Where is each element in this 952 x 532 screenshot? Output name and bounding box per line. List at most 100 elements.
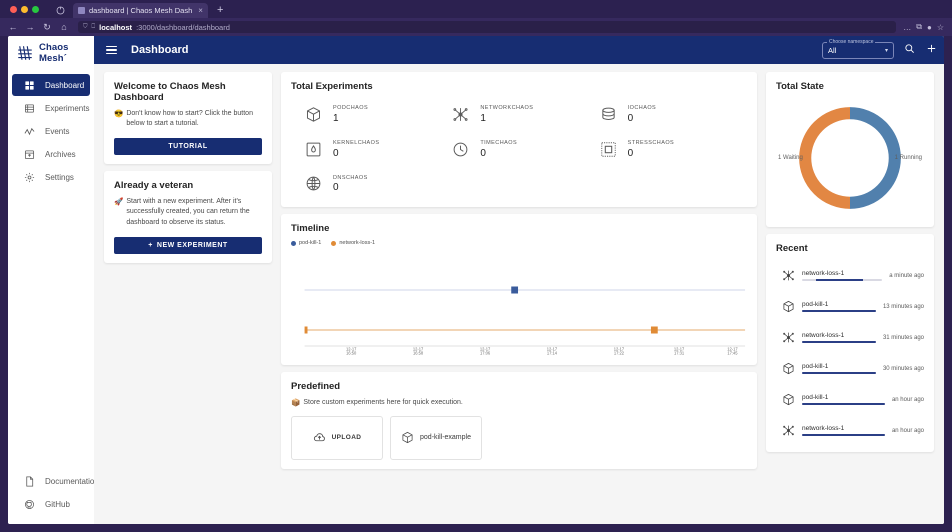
experiment-type-item[interactable]: NETWORKCHAOS 1 — [452, 104, 599, 125]
welcome-title: Welcome to Chaos Mesh Dashboard — [114, 81, 226, 103]
new-tab-button[interactable]: + — [216, 4, 224, 16]
tutorial-button[interactable]: TUTORIAL — [114, 138, 262, 156]
plus-icon: + — [148, 241, 153, 249]
sidebar-item-archives[interactable]: Archives — [12, 143, 90, 165]
sidebar-item-github[interactable]: GitHub — [12, 493, 90, 515]
chevron-down-icon[interactable]: ▾ — [884, 47, 888, 54]
welcome-description: 😎 Don't know how to start? Click the but… — [114, 109, 262, 129]
recent-item-time: 13 minutes ago — [882, 303, 924, 310]
bookmark-icon[interactable]: ☆ — [936, 22, 944, 32]
sunglasses-emoji-icon: 😎 — [114, 109, 124, 118]
cube-icon — [782, 300, 795, 313]
experiment-type-item[interactable]: DNSCHAOS 0 — [305, 174, 452, 195]
veteran-text: Start with a new experiment. After it's … — [126, 198, 250, 226]
namespace-legend: Choose namespace — [827, 38, 876, 45]
experiment-type-item[interactable]: KERNELCHAOS 0 — [305, 139, 452, 160]
recent-item-time: 30 minutes ago — [882, 365, 924, 372]
add-button[interactable] — [924, 43, 938, 57]
browser-tabstrip: dashboard | Chaos Mesh Dash × + — [0, 0, 952, 18]
account-icon[interactable]: ● — [926, 22, 932, 32]
network-icon — [782, 424, 795, 437]
list-item[interactable]: network-loss-1 a minute ago — [776, 260, 924, 291]
recent-list: network-loss-1 a minute ago p — [776, 260, 924, 446]
total-experiments-card: Total Experiments PODCHAOS 1 — [281, 72, 757, 208]
total-experiments-grid: PODCHAOS 1 NETWORKCHAOS 1 — [291, 98, 747, 198]
close-window-button[interactable] — [10, 5, 17, 13]
sidebar-item-dashboard[interactable]: Dashboard — [12, 74, 90, 96]
svg-text:16:50: 16:50 — [346, 351, 357, 356]
sidebar-item-label: Archives — [45, 149, 76, 159]
network-icon — [782, 269, 795, 282]
firefox-view-icon[interactable] — [51, 3, 69, 18]
menu-toggle-icon[interactable] — [106, 45, 117, 55]
document-icon — [24, 476, 35, 487]
sidebar-item-settings[interactable]: Settings — [12, 166, 90, 188]
browser-menu-icon[interactable]: … — [903, 22, 912, 32]
tab-title: dashboard | Chaos Mesh Dash — [89, 6, 193, 15]
minimize-window-button[interactable] — [21, 5, 28, 13]
experiment-type-label: PODCHAOS — [333, 105, 369, 111]
svg-text:17:06: 17:06 — [480, 351, 491, 356]
predefined-experiment-card[interactable]: pod-kill-example — [390, 415, 482, 460]
experiment-type-item[interactable]: STRESSCHAOS 0 — [600, 139, 747, 160]
list-item[interactable]: pod-kill-1 13 minutes ago — [776, 291, 924, 322]
total-state-donut-chart[interactable]: 1 Waiting 1 Running — [776, 98, 924, 218]
experiment-type-label: STRESSCHAOS — [627, 139, 675, 146]
recent-item-body: pod-kill-1 — [802, 301, 876, 313]
svg-text:12-17: 12-17 — [480, 347, 491, 352]
timeline-chart[interactable]: 12-17 16:50 12-17 16:58 12-17 17:06 12-17 17… — [291, 248, 747, 356]
recent-item-body: network-loss-1 — [802, 332, 876, 344]
dashboard-content: Welcome to Chaos Mesh Dashboard 😎 Don't … — [94, 64, 944, 524]
experiment-type-item[interactable]: PODCHAOS 1 — [305, 104, 452, 125]
clock-icon — [452, 141, 469, 158]
list-item[interactable]: network-loss-1 31 minutes ago — [776, 322, 924, 353]
legend-color-swatch — [291, 240, 296, 246]
search-icon[interactable] — [902, 43, 916, 57]
namespace-select[interactable]: Choose namespace All ▾ — [822, 38, 894, 59]
svg-text:12-17: 12-17 — [614, 347, 625, 352]
experiment-type-item[interactable]: TIMECHAOS 0 — [452, 139, 599, 160]
reload-icon[interactable]: ↻ — [43, 21, 51, 32]
browser-navbar: ← → ↻ ⌂ ⛉ ⎕ localhost:3000/dashboard/das… — [0, 18, 952, 36]
experiment-type-label: IOCHAOS — [627, 105, 657, 111]
forward-icon[interactable]: → — [25, 22, 35, 32]
experiment-type-item[interactable]: IOCHAOS 0 — [600, 104, 747, 125]
navbar-right-icons: … ⧉ ● ☆ — [903, 22, 946, 32]
dashboard-icon — [24, 80, 35, 91]
sidebar-item-events[interactable]: Events — [12, 120, 90, 142]
experiment-type-value: 0 — [333, 147, 339, 159]
svg-text:17:14: 17:14 — [547, 351, 558, 356]
tab-favicon — [78, 7, 85, 14]
extension-icon[interactable]: ⧉ — [916, 22, 922, 31]
total-state-card: Total State 1 Waiting 1 Running — [766, 72, 934, 227]
legend-item[interactable]: network-loss-1 — [331, 240, 375, 246]
sidebar-item-label: Documentation — [45, 476, 99, 486]
sidebar-item-documentation[interactable]: Documentation — [12, 470, 99, 492]
upload-button[interactable]: UPLOAD — [291, 415, 383, 460]
right-column: Total State 1 Waiting 1 Running — [766, 72, 934, 524]
new-experiment-button[interactable]: + NEW EXPERIMENT — [114, 236, 262, 254]
sidebar-item-experiments[interactable]: Experiments — [12, 97, 90, 119]
database-icon — [600, 106, 617, 123]
window-traffic-lights[interactable] — [8, 0, 47, 18]
legend-item[interactable]: pod-kill-1 — [291, 240, 321, 246]
stress-icon — [600, 141, 617, 158]
browser-tab[interactable]: dashboard | Chaos Mesh Dash × — [73, 3, 208, 18]
predefined-items: UPLOAD pod-kill-example — [291, 415, 747, 460]
main-area: Dashboard Choose namespace All ▾ — [94, 36, 944, 524]
svg-text:12-17: 12-17 — [547, 347, 558, 352]
cube-icon — [305, 106, 322, 123]
back-icon[interactable]: ← — [8, 22, 18, 32]
recent-item-name: network-loss-1 — [802, 269, 845, 277]
close-tab-icon[interactable]: × — [198, 6, 203, 15]
list-item[interactable]: pod-kill-1 30 minutes ago — [776, 353, 924, 384]
maximize-window-button[interactable] — [32, 5, 39, 13]
svg-text:17:31: 17:31 — [674, 351, 685, 356]
address-bar[interactable]: ⛉ ⎕ localhost:3000/dashboard/dashboard — [78, 21, 897, 33]
experiment-type-value: 0 — [333, 182, 339, 194]
cube-icon — [782, 362, 795, 375]
list-item[interactable]: network-loss-1 an hour ago — [776, 415, 924, 446]
home-icon[interactable]: ⌂ — [61, 22, 67, 32]
list-item[interactable]: pod-kill-1 an hour ago — [776, 384, 924, 415]
archives-icon — [24, 149, 35, 160]
